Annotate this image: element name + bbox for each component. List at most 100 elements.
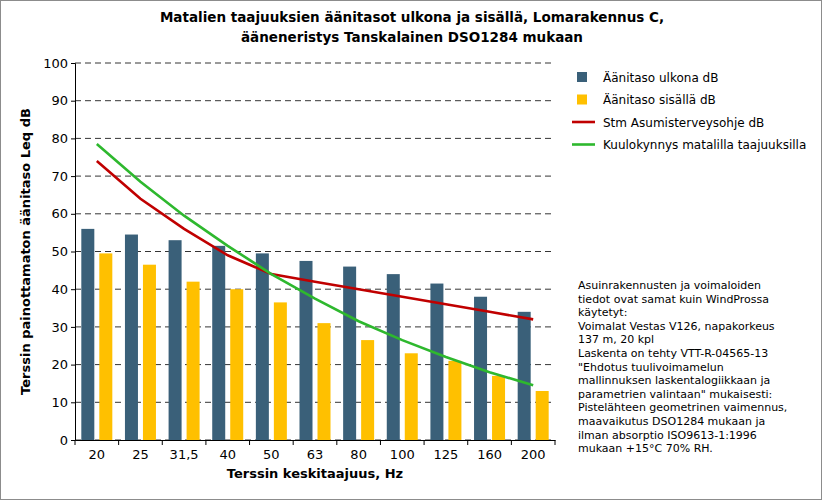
legend: Äänitaso ulkona dBÄänitaso sisällä dBStm… bbox=[572, 70, 806, 153]
bar bbox=[448, 361, 461, 440]
axis-line bbox=[71, 64, 76, 441]
legend-swatch bbox=[577, 72, 587, 82]
bar bbox=[169, 240, 182, 440]
chart-title: Matalien taajuuksien äänitasot ulkona ja… bbox=[160, 9, 664, 25]
bar bbox=[256, 253, 269, 440]
tick-mark bbox=[71, 365, 75, 366]
tick-label: 90 bbox=[51, 93, 68, 108]
category-separator bbox=[424, 440, 425, 445]
bar bbox=[81, 229, 94, 440]
bar bbox=[536, 391, 549, 440]
tick-label: 80 bbox=[350, 447, 367, 462]
category-separator bbox=[249, 440, 250, 445]
category-separator bbox=[293, 440, 294, 445]
bar bbox=[361, 340, 374, 440]
tick-mark bbox=[71, 101, 75, 102]
category-separator bbox=[118, 440, 119, 445]
tick-label: 30 bbox=[51, 320, 68, 335]
category-separator bbox=[555, 440, 556, 445]
tick-mark bbox=[71, 327, 75, 328]
annotation-line: Voimalat Vestas V126, napakorkeus bbox=[578, 320, 775, 333]
x-axis: 202531,540506380100125160200 bbox=[76, 440, 556, 462]
annotation-line: Laskenta on tehty VTT-R-04565-13 bbox=[578, 347, 768, 360]
axis-line bbox=[76, 440, 556, 441]
tick-label: 25 bbox=[132, 447, 149, 462]
tick-mark bbox=[71, 440, 75, 441]
tick-label: 63 bbox=[307, 447, 324, 462]
annotation-line: Pistelähteen geometrinen vaimennus, bbox=[578, 401, 787, 414]
tick: 50 bbox=[51, 244, 75, 259]
tick: 31,5 bbox=[170, 440, 199, 462]
legend-label: Stm Asumisterveysohje dB bbox=[603, 116, 764, 130]
tick-label: 60 bbox=[51, 206, 68, 221]
tick: 40 bbox=[51, 282, 75, 297]
category-separator bbox=[205, 440, 206, 445]
tick-label: 10 bbox=[51, 395, 68, 410]
tick-label: 20 bbox=[51, 357, 68, 372]
tick: 63 bbox=[307, 440, 324, 462]
x-axis-title: Terssin keskitaajuus, Hz bbox=[227, 466, 403, 481]
tick-mark bbox=[71, 402, 75, 403]
tick-label: 100 bbox=[43, 56, 68, 71]
tick-label: 200 bbox=[521, 447, 546, 462]
tick: 20 bbox=[89, 440, 106, 462]
tick-label: 70 bbox=[51, 169, 68, 184]
tick-mark bbox=[71, 138, 75, 139]
annotation: Asuinrakennusten ja voimaloidentiedot ov… bbox=[578, 279, 787, 455]
chart-border bbox=[1, 1, 822, 500]
tick-label: 160 bbox=[477, 447, 502, 462]
annotation-line: mallinnuksen laskentalogiikkaan ja bbox=[578, 374, 770, 387]
annotation-line: tiedot ovat samat kuin WindProssa bbox=[578, 293, 769, 306]
tick: 0 bbox=[60, 433, 75, 448]
tick-label: 0 bbox=[60, 433, 68, 448]
tick-label: 20 bbox=[89, 447, 106, 462]
category-separator bbox=[75, 440, 76, 445]
tick: 200 bbox=[521, 440, 546, 462]
annotation-line: käytetyt: bbox=[578, 306, 627, 319]
tick-mark bbox=[71, 252, 75, 253]
chart: Matalien taajuuksien äänitasot ulkona ja… bbox=[0, 0, 822, 500]
tick: 100 bbox=[43, 56, 75, 71]
tick-mark bbox=[71, 176, 75, 177]
annotation-line: maavaikutus DSO1284 mukaan ja bbox=[578, 415, 765, 428]
bar bbox=[143, 265, 156, 440]
tick-mark bbox=[71, 289, 75, 290]
legend-label: Kuulokynnys matalilla taajuuksilla bbox=[603, 138, 806, 152]
bar bbox=[343, 267, 356, 440]
grid bbox=[75, 63, 555, 440]
bar bbox=[387, 274, 400, 440]
bar bbox=[430, 284, 443, 440]
annotation-line: ilman absorptio ISO9613-1:1996 bbox=[578, 429, 757, 442]
grid-line bbox=[75, 100, 555, 101]
category-separator bbox=[162, 440, 163, 445]
tick: 60 bbox=[51, 206, 75, 221]
legend-swatch bbox=[572, 121, 595, 124]
bar bbox=[99, 253, 112, 440]
y-axis: 0 10 20 30 40 50 60 70 80 90 100 bbox=[43, 56, 75, 448]
bar bbox=[300, 261, 313, 440]
tick-label: 40 bbox=[219, 447, 236, 462]
tick: 160 bbox=[477, 440, 502, 462]
tick: 25 bbox=[132, 440, 149, 462]
tick: 80 bbox=[350, 440, 367, 462]
tick-mark bbox=[71, 214, 75, 215]
tick: 80 bbox=[51, 131, 75, 146]
legend-label: Äänitaso ulkona dB bbox=[603, 70, 718, 85]
category-separator bbox=[511, 440, 512, 445]
plot-area bbox=[81, 144, 548, 440]
line bbox=[97, 161, 533, 319]
grid-line bbox=[75, 251, 555, 252]
bar bbox=[492, 376, 505, 440]
tick: 90 bbox=[51, 93, 75, 108]
tick: 20 bbox=[51, 357, 75, 372]
category-separator bbox=[380, 440, 381, 445]
y-axis-title: Terssin painottamaton äänitaso Leq dB bbox=[18, 108, 33, 395]
tick-label: 100 bbox=[390, 447, 415, 462]
legend-swatch bbox=[577, 95, 587, 105]
tick-label: 125 bbox=[433, 447, 458, 462]
bar bbox=[187, 282, 200, 440]
grid-line bbox=[75, 138, 555, 139]
tick-label: 31,5 bbox=[170, 447, 199, 462]
bar bbox=[212, 246, 225, 440]
annotation-line: 137 m, 20 kpl bbox=[578, 333, 654, 346]
